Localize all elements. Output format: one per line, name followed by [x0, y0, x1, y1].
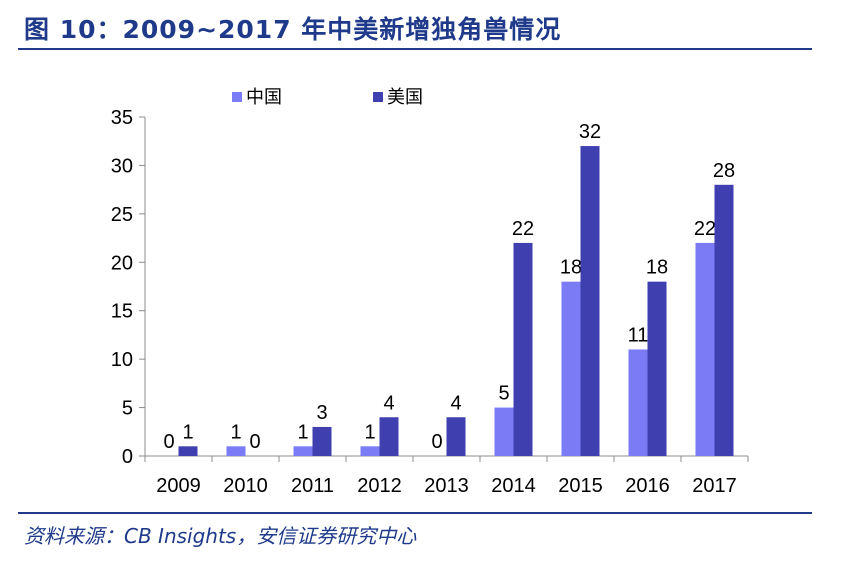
data-label: 4	[383, 392, 394, 414]
bar-usa	[580, 146, 600, 457]
bar-china	[695, 242, 715, 456]
y-tick-label: 35	[111, 107, 133, 129]
figure-title: 图 10：2009~2017 年中美新增独角兽情况	[24, 15, 562, 44]
x-tick-label: 2017	[692, 475, 737, 497]
bar-usa	[647, 281, 667, 456]
data-label: 18	[560, 257, 582, 279]
data-label: 1	[182, 421, 193, 443]
x-tick-label: 2015	[558, 475, 603, 497]
y-tick-label: 5	[122, 398, 133, 420]
x-tick-label: 2010	[223, 475, 268, 497]
data-label: 4	[450, 392, 461, 414]
data-label: 22	[694, 218, 716, 240]
source-note: 资料来源：CB Insights，安信证券研究中心	[24, 524, 417, 548]
bar-china	[494, 407, 514, 456]
bar-china	[226, 446, 246, 456]
data-label: 1	[230, 421, 241, 443]
bar-china	[561, 281, 581, 456]
bar-usa	[312, 426, 332, 456]
data-label: 0	[163, 431, 174, 453]
data-label: 0	[431, 431, 442, 453]
data-label: 3	[316, 402, 327, 424]
y-tick-label: 20	[111, 252, 133, 274]
legend-label-usa: 美国	[387, 87, 423, 108]
bar-usa	[446, 417, 466, 456]
y-tick-label: 15	[111, 301, 133, 323]
x-tick-label: 2016	[625, 475, 670, 497]
bar-china	[628, 349, 648, 456]
y-tick-label: 0	[122, 446, 133, 468]
x-tick-label: 2009	[156, 475, 201, 497]
bar-usa	[379, 417, 399, 456]
y-tick-label: 30	[111, 155, 133, 177]
bar-china	[360, 446, 380, 456]
x-tick-label: 2011	[291, 475, 334, 497]
data-label: 11	[628, 324, 649, 346]
x-tick-label: 2014	[491, 475, 536, 497]
y-tick-label: 25	[111, 204, 133, 226]
legend-swatch-usa	[373, 92, 383, 102]
x-tick-label: 2012	[357, 475, 402, 497]
legend-swatch-china	[232, 92, 242, 102]
data-label: 1	[297, 421, 308, 443]
data-label: 32	[579, 121, 601, 143]
source-divider	[18, 512, 812, 514]
bar-usa	[513, 242, 533, 456]
data-label: 18	[646, 257, 668, 279]
legend-label-china: 中国	[246, 87, 282, 108]
bar-china	[293, 446, 313, 456]
data-label: 1	[364, 421, 375, 443]
bar-usa	[178, 446, 198, 456]
title-divider	[18, 48, 812, 50]
data-label: 22	[512, 218, 534, 240]
x-tick-label: 2013	[424, 475, 469, 497]
data-label: 28	[713, 160, 735, 182]
data-label: 0	[249, 431, 260, 453]
data-label: 5	[498, 383, 509, 405]
y-tick-label: 10	[111, 349, 133, 371]
bar-usa	[714, 184, 734, 457]
